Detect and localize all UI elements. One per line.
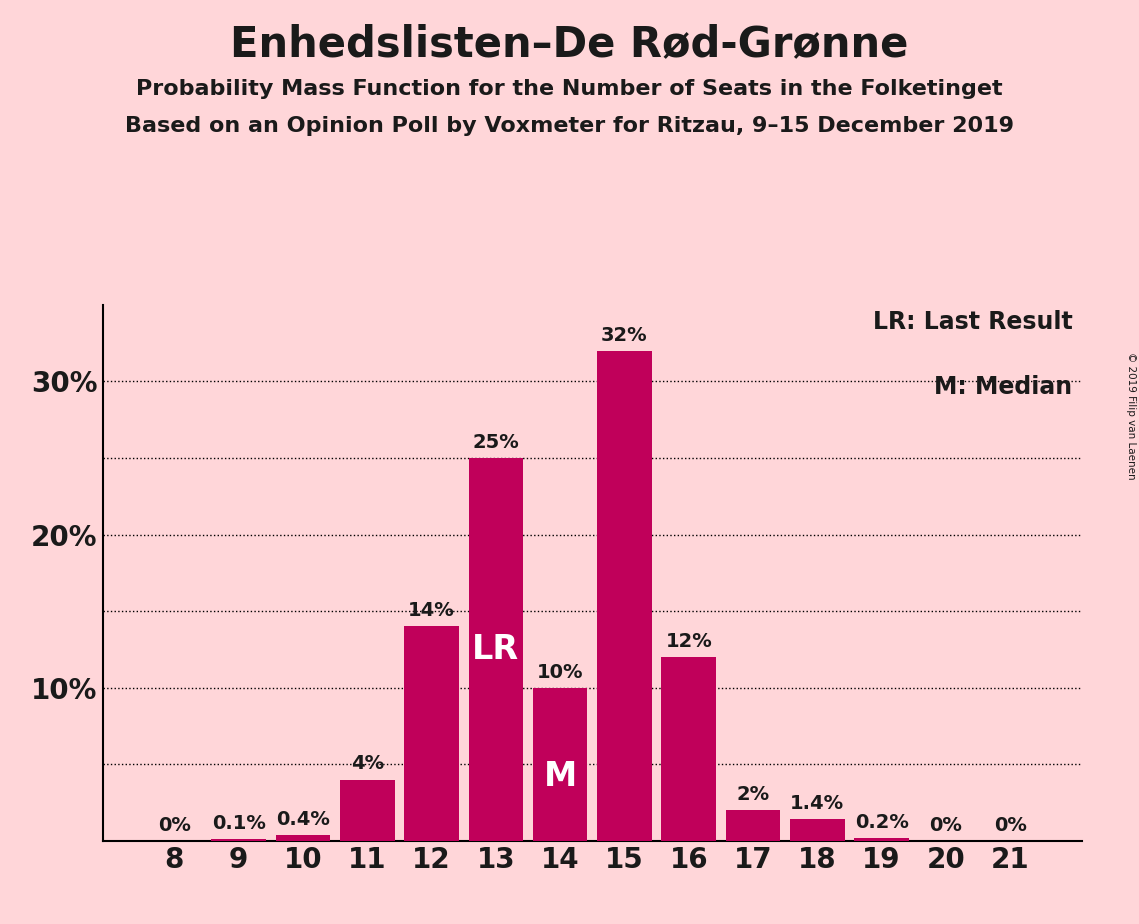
Text: M: M <box>543 760 576 793</box>
Bar <box>854 838 909 841</box>
Bar <box>404 626 459 841</box>
Bar <box>533 687 588 841</box>
Text: 0%: 0% <box>993 816 1026 834</box>
Text: 10%: 10% <box>536 663 583 682</box>
Text: 4%: 4% <box>351 755 384 773</box>
Text: 0.2%: 0.2% <box>854 812 909 832</box>
Text: 1.4%: 1.4% <box>790 795 844 813</box>
Text: © 2019 Filip van Laenen: © 2019 Filip van Laenen <box>1126 352 1136 480</box>
Text: 25%: 25% <box>473 433 519 452</box>
Bar <box>468 458 523 841</box>
Text: 12%: 12% <box>665 632 712 651</box>
Text: 14%: 14% <box>408 602 454 620</box>
Text: 32%: 32% <box>601 326 648 345</box>
Text: 0%: 0% <box>929 816 962 834</box>
Bar <box>597 351 652 841</box>
Text: 0.1%: 0.1% <box>212 814 265 833</box>
Text: M: Median: M: Median <box>934 374 1072 398</box>
Text: Based on an Opinion Poll by Voxmeter for Ritzau, 9–15 December 2019: Based on an Opinion Poll by Voxmeter for… <box>125 116 1014 136</box>
Text: LR: LR <box>473 633 519 666</box>
Text: LR: Last Result: LR: Last Result <box>872 310 1072 334</box>
Bar <box>790 820 845 841</box>
Text: 2%: 2% <box>737 785 770 804</box>
Bar <box>212 839 267 841</box>
Bar <box>276 834 330 841</box>
Text: 0.4%: 0.4% <box>276 809 330 829</box>
Bar <box>662 657 716 841</box>
Text: Enhedslisten–De Rød-Grønne: Enhedslisten–De Rød-Grønne <box>230 23 909 65</box>
Text: Probability Mass Function for the Number of Seats in the Folketinget: Probability Mass Function for the Number… <box>137 79 1002 99</box>
Bar <box>339 780 394 841</box>
Bar <box>726 810 780 841</box>
Text: 0%: 0% <box>158 816 191 834</box>
